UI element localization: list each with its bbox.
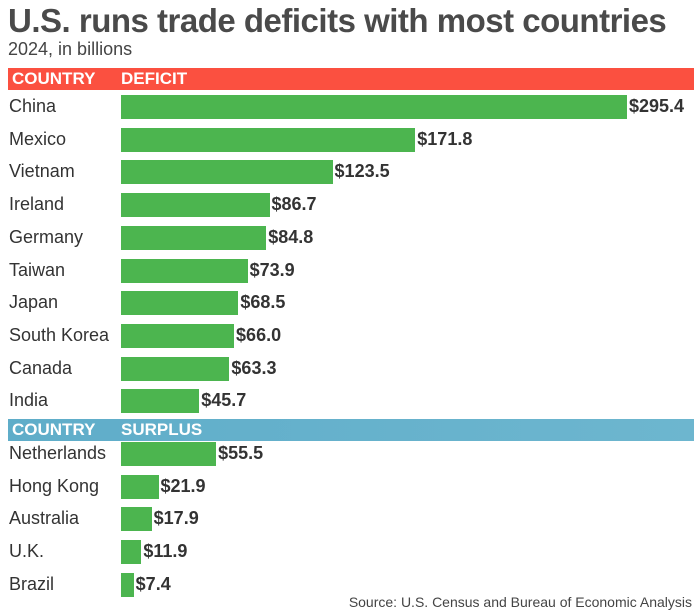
category-label: Brazil xyxy=(9,573,55,594)
category-label: Canada xyxy=(9,357,73,378)
bar xyxy=(121,127,416,152)
category-label: Taiwan xyxy=(9,259,66,280)
bar-row: Netherlands $55.5 xyxy=(0,441,700,467)
value-label: $73.9 xyxy=(249,259,295,280)
value-label: $295.4 xyxy=(629,96,685,116)
bar-row: Mexico $171.8 xyxy=(0,127,700,153)
value-label: $11.9 xyxy=(143,541,188,562)
bar-row: Brazil $7.4 xyxy=(0,572,700,598)
bar-row: China $295.4 xyxy=(0,94,700,120)
bar-row: Taiwan $73.9 xyxy=(0,258,700,284)
value-label: $68.5 xyxy=(240,292,286,313)
surplus-header: COUNTRY SURPLUS xyxy=(8,419,694,441)
bar xyxy=(121,389,200,414)
bar xyxy=(121,474,159,499)
category-label: Japan xyxy=(9,292,59,313)
bar-row: Japan $68.5 xyxy=(0,290,700,316)
category-label: Vietnam xyxy=(9,161,75,182)
category-label: China xyxy=(9,96,57,116)
category-label: India xyxy=(9,390,49,411)
value-label: $55.5 xyxy=(218,443,264,463)
bar xyxy=(121,95,627,119)
chart-title: U.S. runs trade deficits with most count… xyxy=(8,2,667,39)
bar xyxy=(121,291,239,316)
bar xyxy=(121,193,270,218)
bar-row: Ireland $86.7 xyxy=(0,192,700,218)
bar-row: Vietnam $123.5 xyxy=(0,159,700,185)
bar xyxy=(121,507,152,532)
bar-row: U.K. $11.9 xyxy=(0,539,700,565)
category-label: U.K. xyxy=(9,541,45,562)
header-country: COUNTRY xyxy=(12,69,96,88)
category-label: Germany xyxy=(9,226,84,247)
bar xyxy=(121,356,230,381)
value-label: $66.0 xyxy=(236,324,282,345)
value-label: $84.8 xyxy=(268,226,314,247)
category-label: Netherlands xyxy=(9,443,107,463)
bar xyxy=(121,572,134,597)
bar xyxy=(121,540,142,565)
value-label: $45.7 xyxy=(201,390,247,411)
bar-row: Canada $63.3 xyxy=(0,356,700,382)
bar-row: India $45.7 xyxy=(0,388,700,414)
category-label: South Korea xyxy=(9,324,110,345)
category-label: Ireland xyxy=(9,194,65,215)
bar-row: Germany $84.8 xyxy=(0,225,700,251)
bar-row: Australia $17.9 xyxy=(0,506,700,532)
value-label: $86.7 xyxy=(271,194,317,215)
bar xyxy=(121,160,333,185)
header-country: COUNTRY xyxy=(12,420,96,439)
category-label: Mexico xyxy=(9,128,67,149)
header-value: DEFICIT xyxy=(121,69,188,88)
category-label: Hong Kong xyxy=(9,475,100,496)
value-label: $171.8 xyxy=(417,128,473,149)
bar-row: Hong Kong $21.9 xyxy=(0,474,700,500)
bar-row: South Korea $66.0 xyxy=(0,323,700,349)
bar xyxy=(121,323,235,348)
value-label: $63.3 xyxy=(231,357,277,378)
deficit-header: COUNTRY DEFICIT xyxy=(8,68,694,90)
value-label: $21.9 xyxy=(160,475,206,496)
value-label: $17.9 xyxy=(153,508,199,529)
bar xyxy=(121,258,248,283)
header-value: SURPLUS xyxy=(121,420,203,439)
bar xyxy=(121,442,217,466)
bar xyxy=(121,225,267,250)
value-label: $7.4 xyxy=(135,573,171,594)
category-label: Australia xyxy=(9,508,80,529)
chart-subtitle: 2024, in billions xyxy=(8,39,133,59)
source-note: Source: U.S. Census and Bureau of Econom… xyxy=(348,594,692,610)
value-label: $123.5 xyxy=(334,161,390,182)
